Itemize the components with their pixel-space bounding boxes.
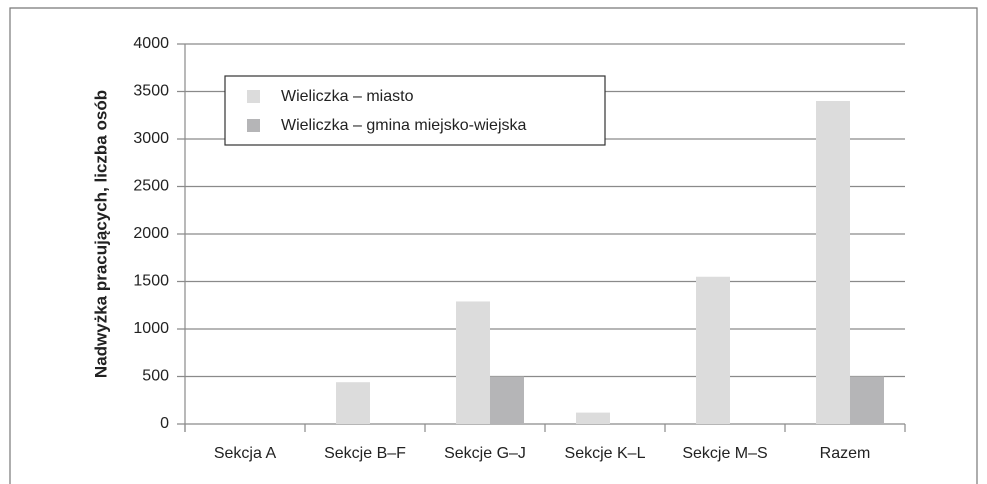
legend-label: Wieliczka – gmina miejsko-wiejska — [281, 117, 527, 134]
bar — [850, 376, 884, 424]
y-tick-label: 3000 — [133, 130, 169, 147]
y-tick-label: 1500 — [133, 273, 169, 290]
bar — [456, 301, 490, 424]
y-tick-label: 1000 — [133, 320, 169, 337]
legend-swatch — [247, 119, 260, 132]
x-tick-label: Sekcje M–S — [682, 445, 767, 462]
y-tick-label: 500 — [142, 368, 169, 385]
y-tick-label: 4000 — [133, 35, 169, 52]
bar — [490, 376, 524, 424]
x-tick-label: Sekcje B–F — [324, 445, 406, 462]
legend-label: Wieliczka – miasto — [281, 88, 414, 105]
y-tick-label: 0 — [160, 415, 169, 432]
bar — [696, 276, 730, 424]
legend-box — [224, 75, 606, 146]
x-tick-label: Sekcje G–J — [444, 445, 526, 462]
frame — [9, 7, 978, 484]
legend-swatch — [247, 90, 260, 103]
x-tick-label: Sekcje K–L — [565, 445, 646, 462]
bar — [576, 412, 610, 424]
x-tick-label: Sekcja A — [214, 445, 277, 462]
y-tick-label: 2500 — [133, 178, 169, 195]
y-axis-label: Nadwyżka pracujących, liczba osób — [91, 90, 110, 378]
y-tick-label: 3500 — [133, 83, 169, 100]
bar — [336, 382, 370, 424]
y-tick-label: 2000 — [133, 225, 169, 242]
bar — [816, 101, 850, 424]
x-tick-label: Razem — [820, 445, 871, 462]
